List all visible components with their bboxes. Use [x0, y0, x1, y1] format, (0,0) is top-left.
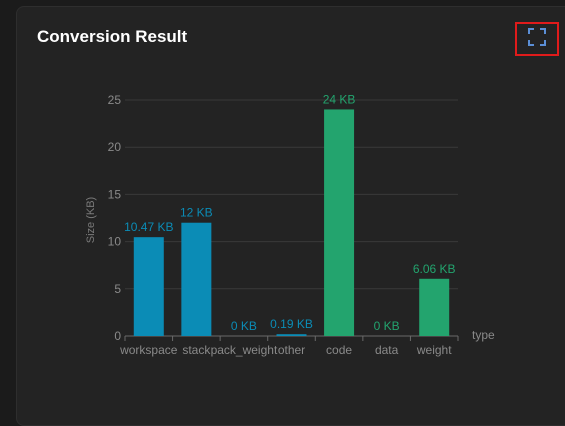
bar-chart: 0 5 10 15 20 25 workspace stack pack_weight othe… — [85, 92, 495, 357]
bar-value-label: 10.47 KB — [124, 220, 173, 234]
x-tick-label: workspace — [119, 343, 178, 357]
y-tick-label: 20 — [108, 140, 122, 154]
page: Conversion Result 0 5 10 15 20 25 workspace st… — [16, 6, 565, 426]
x-axis-label: type — [472, 328, 495, 342]
bar-stack[interactable] — [181, 222, 212, 336]
fullscreen-button[interactable] — [515, 22, 559, 56]
x-tick-label: weight — [416, 343, 452, 357]
y-tick-label: 10 — [108, 235, 122, 249]
y-tick-label: 25 — [108, 93, 122, 107]
bar-weight[interactable] — [419, 278, 450, 336]
bar-code[interactable] — [324, 109, 355, 336]
bar-value-label: 6.06 KB — [413, 262, 456, 276]
bar-value-label: 0 KB — [374, 319, 400, 333]
bar-value-label: 0.19 KB — [270, 317, 313, 331]
x-tick-label: code — [326, 343, 352, 357]
panel-title: Conversion Result — [37, 27, 188, 46]
bar-workspace[interactable] — [133, 237, 164, 336]
x-tick-label: other — [278, 343, 305, 357]
x-tick-label: stack — [182, 343, 211, 357]
bar-value-label: 24 KB — [323, 92, 356, 106]
bar-other[interactable] — [276, 334, 307, 336]
y-tick-label: 5 — [114, 282, 121, 296]
y-tick-label: 0 — [114, 329, 121, 343]
x-tick-label: pack_weight — [211, 343, 278, 357]
y-axis-label: Size (KB) — [85, 197, 97, 243]
bar-value-label: 0 KB — [231, 319, 257, 333]
bar-value-label: 12 KB — [180, 206, 213, 220]
y-tick-label: 15 — [108, 187, 122, 201]
fullscreen-icon — [527, 27, 547, 52]
conversion-result-panel — [16, 6, 565, 426]
x-tick-label: data — [375, 343, 399, 357]
chart-svg: 0 5 10 15 20 25 workspace stack pack_weight othe… — [85, 92, 495, 357]
